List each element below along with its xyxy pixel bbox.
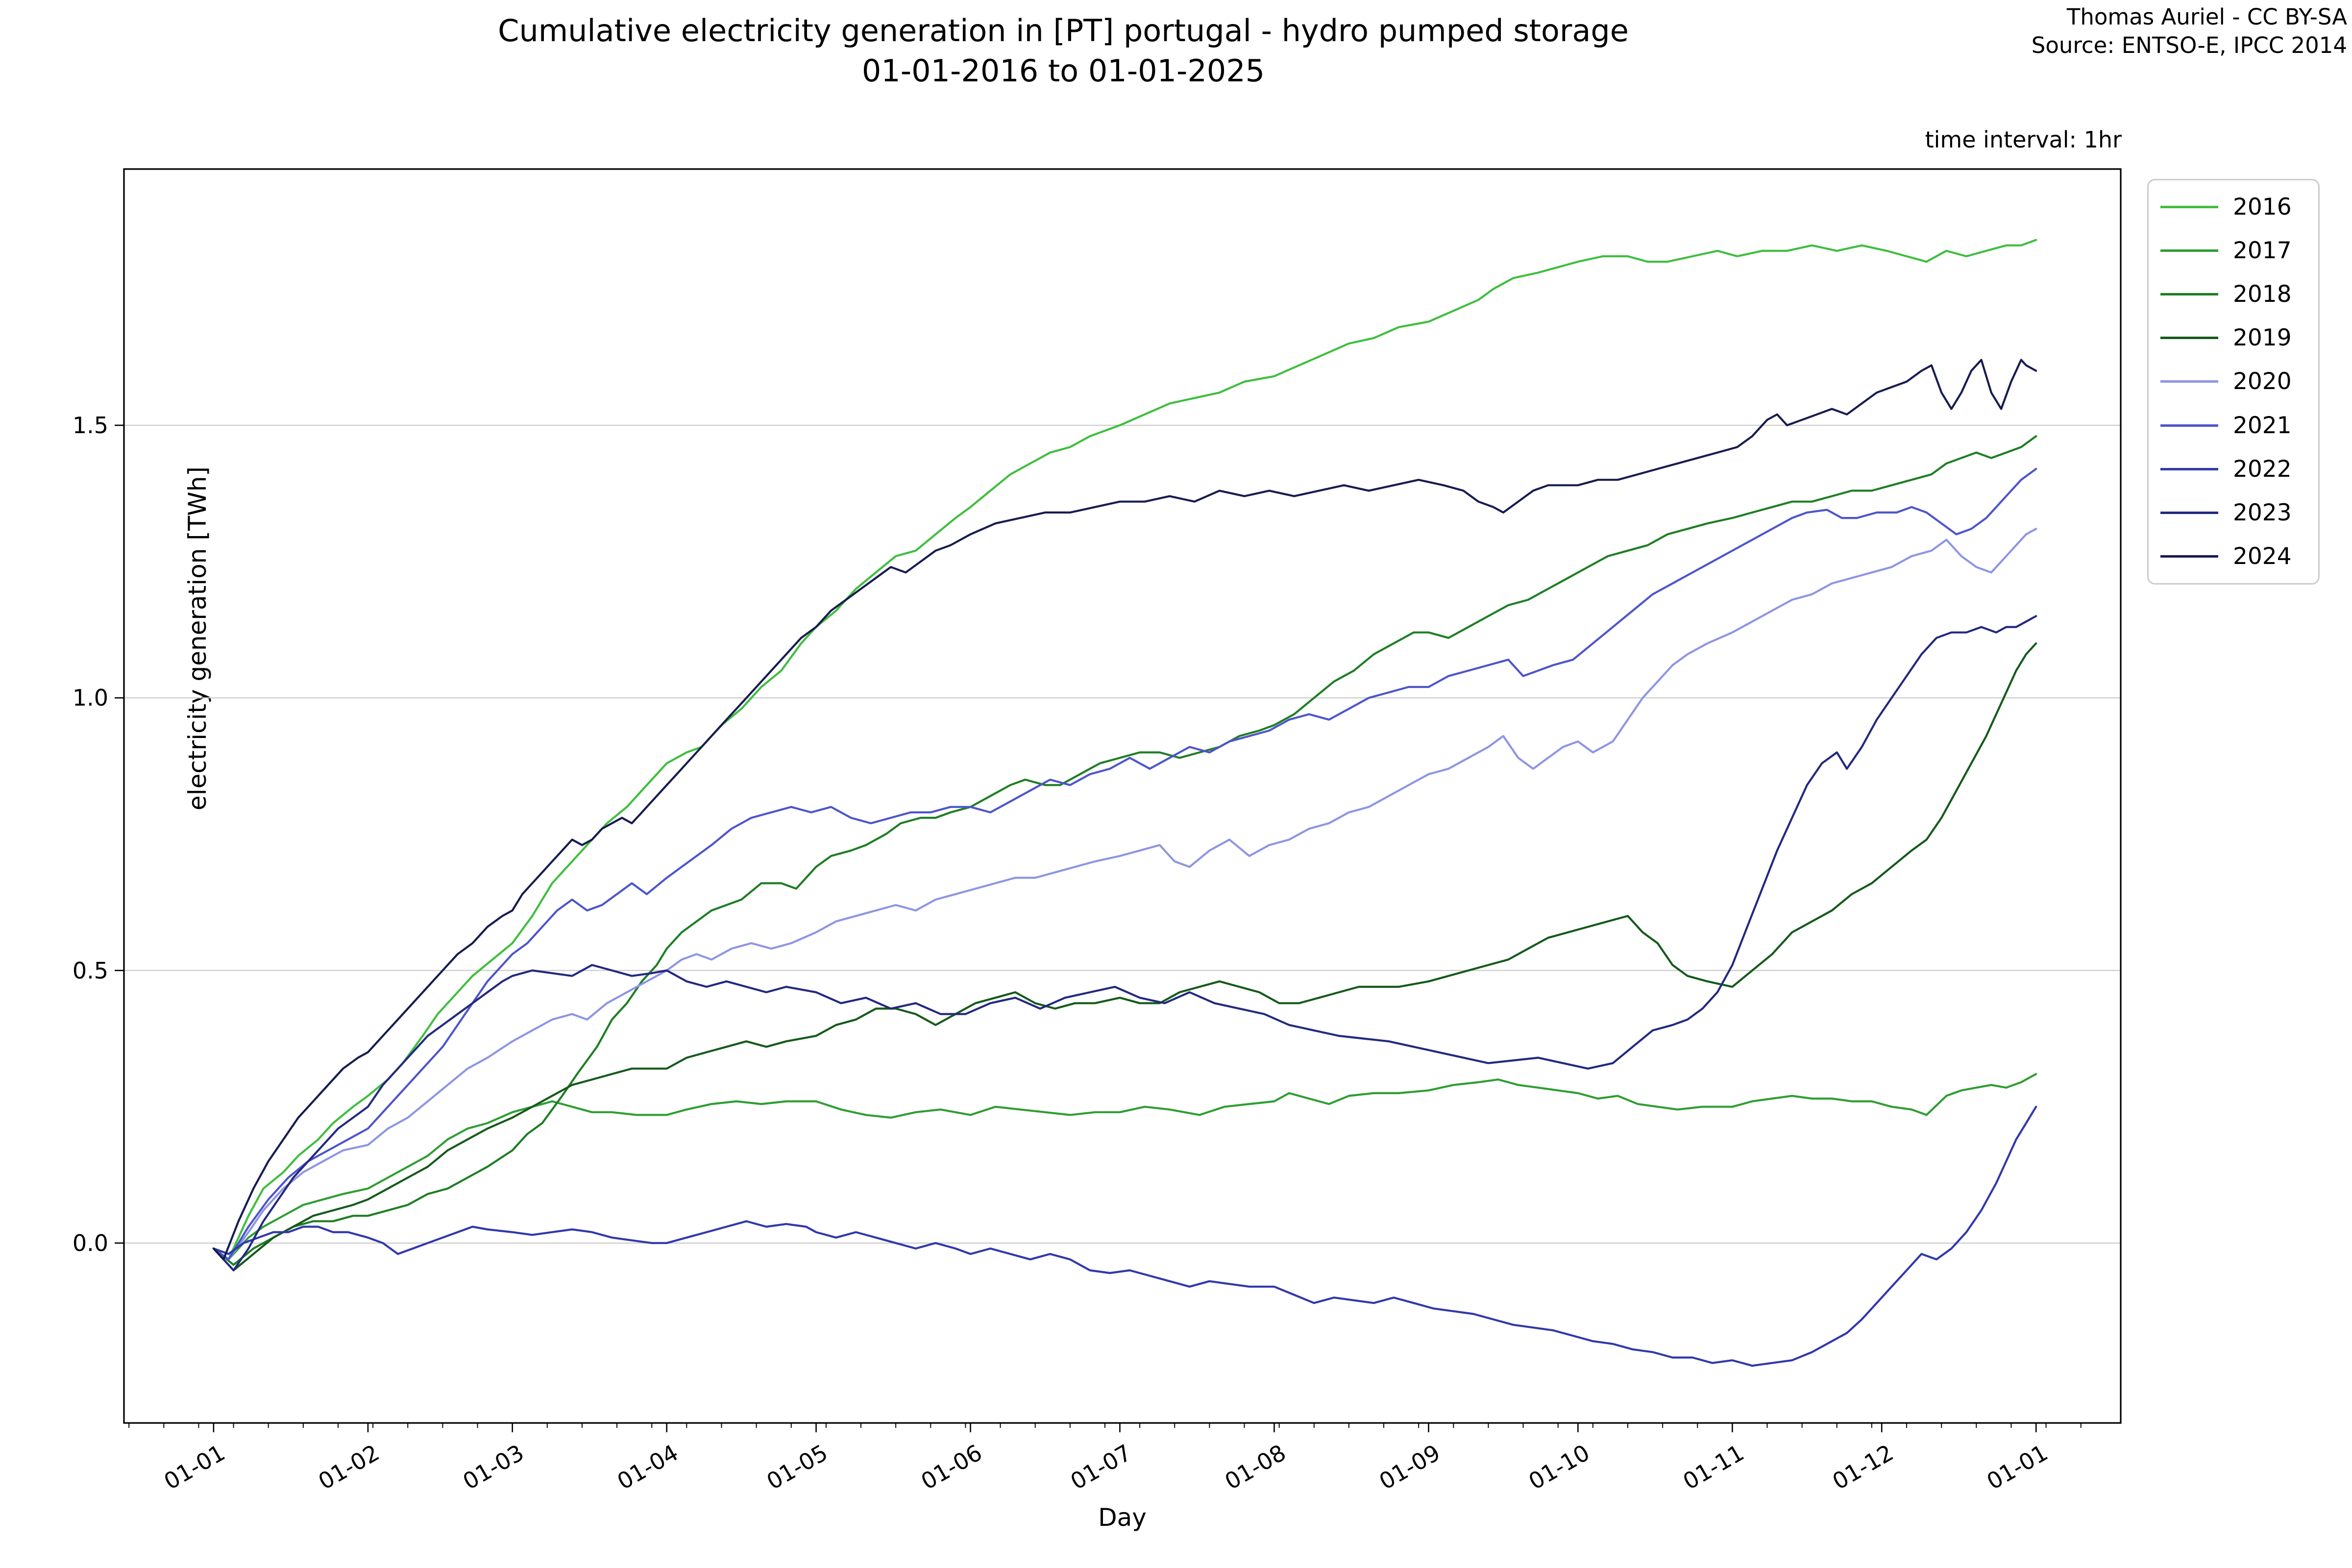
legend-line-swatch-2018: [2160, 293, 2218, 296]
legend-line-swatch-2017: [2160, 249, 2218, 252]
legend-label-2021: 2021: [2233, 412, 2292, 439]
credit-author: Thomas Auriel - CC BY-SA: [2066, 4, 2347, 30]
plot-frame: [123, 168, 2122, 1424]
legend-label-2022: 2022: [2233, 455, 2292, 483]
legend-item-2017: 2017: [2149, 230, 2318, 272]
legend-line-swatch-2023: [2160, 511, 2218, 514]
y-tick-label-0.5: 0.5: [72, 957, 108, 984]
credit-text: Thomas Auriel - CC BY-SA Source: ENTSO-E,…: [2032, 3, 2347, 59]
credit-source: Source: ENTSO-E, IPCC 2014: [2031, 32, 2347, 58]
legend-line-swatch-2022: [2160, 467, 2218, 470]
legend-label-2017: 2017: [2233, 237, 2292, 265]
legend-item-2018: 2018: [2149, 273, 2318, 316]
legend: 2016 2017 2018 2019 2020 2021 2022 2023 2024: [2147, 179, 2320, 585]
legend-label-2018: 2018: [2233, 281, 2292, 308]
series-line-2022: [212, 1105, 2037, 1367]
series-line-2019: [212, 642, 2037, 1272]
legend-line-swatch-2021: [2160, 424, 2218, 427]
legend-item-2016: 2016: [2149, 186, 2318, 228]
chart-title-line1: Cumulative electricity generation in [PT…: [498, 13, 1629, 49]
chart-title-line2: 01-01-2016 to 01-01-2025: [861, 52, 1265, 89]
y-tick-label-1.5: 1.5: [72, 412, 108, 439]
legend-item-2020: 2020: [2149, 361, 2318, 403]
legend-item-2019: 2019: [2149, 317, 2318, 359]
legend-label-2020: 2020: [2233, 368, 2292, 395]
legend-item-2023: 2023: [2149, 491, 2318, 534]
legend-item-2024: 2024: [2149, 535, 2318, 577]
legend-item-2021: 2021: [2149, 404, 2318, 446]
series-line-2017: [212, 1073, 2037, 1261]
y-tick-label-1.0: 1.0: [72, 685, 108, 711]
chart-title: Cumulative electricity generation in [PT…: [0, 11, 2127, 91]
series-line-2016: [212, 239, 2037, 1261]
series-line-2021: [212, 467, 2037, 1261]
series-line-2024: [212, 359, 2037, 1261]
legend-line-swatch-2016: [2160, 206, 2218, 209]
legend-label-2019: 2019: [2233, 324, 2292, 352]
legend-item-2022: 2022: [2149, 448, 2318, 490]
legend-label-2023: 2023: [2233, 499, 2292, 526]
y-tick-label-0.0: 0.0: [72, 1229, 108, 1256]
legend-label-2016: 2016: [2233, 194, 2292, 221]
series-line-2023: [212, 615, 2037, 1272]
series-line-2018: [212, 435, 2037, 1266]
legend-label-2024: 2024: [2233, 542, 2292, 570]
legend-line-swatch-2020: [2160, 380, 2218, 383]
legend-line-swatch-2024: [2160, 555, 2218, 558]
legend-line-swatch-2019: [2160, 337, 2218, 340]
series-line-2020: [212, 528, 2037, 1261]
x-axis-label: Day: [1098, 1503, 1147, 1532]
time-interval-note: time interval: 1hr: [1925, 126, 2122, 153]
